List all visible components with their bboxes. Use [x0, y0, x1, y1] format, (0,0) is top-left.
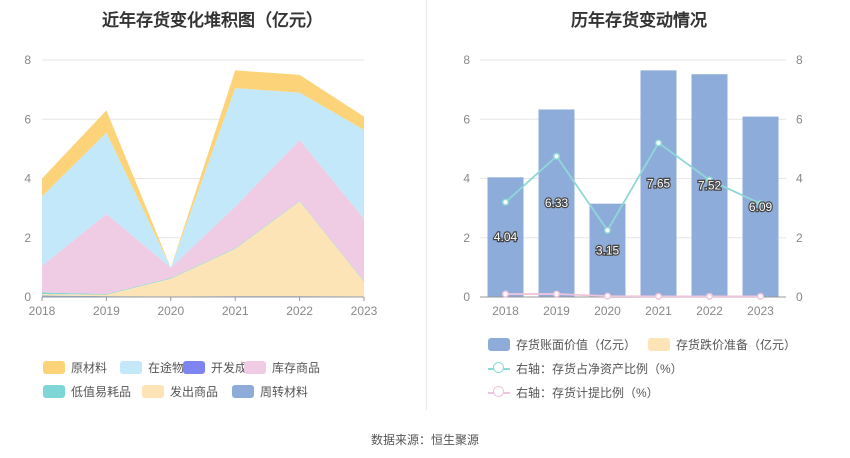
legend-swatch — [43, 361, 65, 374]
line-point — [552, 290, 561, 298]
legend-swatch — [488, 362, 510, 375]
right-axis-tick-label: 0 — [796, 290, 803, 304]
right-legend: 存货账面价值（亿元） 存货跌价准备（亿元） 右轴：存货占净资产比例（%） 右轴：存货计… — [428, 0, 850, 420]
legend-swatch — [183, 361, 205, 374]
right-axis-tick-label: 2 — [796, 231, 803, 245]
area-在途物资 — [42, 88, 364, 268]
line-point — [705, 292, 714, 300]
legend-item[interactable]: 低值易耗品 — [43, 383, 131, 400]
line-右轴：存货占净资产比例（%） — [504, 141, 761, 233]
left-x-tick-label: 2023 — [351, 304, 378, 318]
right-chart-title: 历年存货变动情况 — [571, 11, 707, 30]
right-axis-tick-label: 4 — [796, 172, 803, 186]
right-axis-tick-label: 6 — [796, 112, 803, 126]
bar — [589, 203, 626, 297]
line-point — [654, 139, 663, 147]
legend-label: 右轴：存货占净资产比例（%） — [516, 362, 683, 376]
legend-item[interactable]: 存货跌价准备（亿元） — [648, 336, 796, 353]
legend-item[interactable]: 发出商品 — [142, 383, 218, 400]
legend-swatch — [43, 385, 65, 398]
legend-item[interactable]: 周转材料 — [232, 383, 308, 400]
right-x-tick-label: 2022 — [696, 304, 723, 318]
legend-label: 原材料 — [71, 361, 108, 375]
left-x-tick-label: 2019 — [93, 304, 120, 318]
stacked-area-chart: 0 2 4 6 8 2018 2019 2020 2021 2022 2023 — [24, 53, 378, 318]
data-source-text: 数据来源：恒生聚源 — [370, 433, 479, 447]
right-x-tick-label: 2018 — [492, 304, 519, 318]
legend-label: 右轴：存货计提比例（%） — [516, 386, 659, 400]
left-chart-title: 近年存货变化堆积图（亿元） — [102, 11, 323, 30]
legend-swatch — [232, 385, 254, 398]
line-point — [501, 198, 510, 206]
left-axis-tick-label: 8 — [463, 53, 470, 67]
line-point — [705, 176, 714, 184]
area-发出商品 — [42, 201, 364, 297]
legend-label: 低值易耗品 — [71, 385, 132, 399]
legend-swatch — [244, 361, 266, 374]
legend-swatch — [488, 386, 510, 399]
legend-swatch — [120, 361, 142, 374]
bar-data-label: 4.04 — [494, 230, 518, 244]
left-y-tick-label: 4 — [24, 172, 31, 186]
bar-data-label: 7.52 — [698, 179, 722, 193]
bar-line-chart: 0 2 4 6 8 0 2 4 6 8 2018 2019 2020 2021 2022 2023 4.04 6.… — [463, 53, 803, 318]
legend-item[interactable]: 原材料 — [43, 359, 107, 376]
left-axis-tick-label: 2 — [463, 231, 470, 245]
bar — [487, 177, 524, 297]
bar-data-label: 6.09 — [749, 200, 773, 214]
legend-swatch — [142, 385, 164, 398]
panel-divider — [426, 0, 427, 410]
left-y-tick-label: 6 — [24, 112, 31, 126]
area-库存商品 — [42, 139, 364, 295]
left-y-tick-label: 8 — [24, 53, 31, 67]
left-x-tick-label: 2021 — [222, 304, 249, 318]
left-legend: 原材料 在途物资 开发成本 库存商品 低值易耗品 发出商品 周转材料 — [0, 0, 425, 420]
right-x-tick-label: 2021 — [645, 304, 672, 318]
left-axis-tick-label: 0 — [463, 290, 470, 304]
legend-swatch — [488, 338, 510, 351]
legend-item[interactable]: 存货账面价值（亿元） — [488, 336, 636, 353]
right-x-tick-label: 2023 — [747, 304, 774, 318]
left-x-tick-label: 2018 — [29, 304, 56, 318]
bar — [538, 109, 575, 297]
line-右轴：存货计提比例（%） — [505, 293, 761, 298]
area-原材料 — [42, 70, 364, 268]
line-point — [603, 292, 612, 300]
left-y-tick-label: 0 — [24, 290, 31, 304]
legend-label: 存货跌价准备（亿元） — [676, 338, 797, 352]
bar-line-chart-panel: 历年存货变动情况 0 2 4 6 8 0 2 4 6 8 2018 2019 2020 2021 2022 2… — [428, 0, 850, 420]
right-x-tick-label: 2020 — [594, 304, 621, 318]
legend-label: 存货账面价值（亿元） — [516, 338, 637, 352]
left-x-tick-label: 2022 — [286, 304, 313, 318]
legend-item[interactable]: 库存商品 — [244, 359, 320, 376]
line-point — [756, 292, 765, 300]
line-point — [654, 292, 663, 300]
left-y-tick-label: 2 — [24, 231, 31, 245]
legend-label: 周转材料 — [260, 385, 309, 399]
left-axis-tick-label: 4 — [463, 172, 470, 186]
legend-swatch — [648, 338, 670, 351]
stacked-area-chart-panel: 近年存货变化堆积图（亿元） 0 2 4 6 8 2018 2019 2020 2021 2022 2… — [0, 0, 425, 420]
line-point — [756, 200, 765, 208]
left-x-tick-label: 2020 — [157, 304, 184, 318]
legend-item[interactable]: 右轴：存货占净资产比例（%） — [488, 360, 683, 377]
bar-data-label: 7.65 — [647, 177, 671, 191]
legend-label: 发出商品 — [170, 385, 219, 399]
right-axis-tick-label: 8 — [796, 53, 803, 67]
bar-data-label: 3.15 — [596, 243, 620, 257]
right-x-tick-label: 2019 — [543, 304, 570, 318]
left-axis-tick-label: 6 — [463, 112, 470, 126]
legend-label: 库存商品 — [272, 361, 321, 375]
line-point — [552, 152, 561, 160]
line-point — [603, 226, 612, 234]
bar — [640, 70, 677, 298]
bar-data-label: 6.33 — [545, 196, 569, 210]
line-point — [501, 290, 510, 298]
legend-item[interactable]: 右轴：存货计提比例（%） — [488, 384, 659, 401]
